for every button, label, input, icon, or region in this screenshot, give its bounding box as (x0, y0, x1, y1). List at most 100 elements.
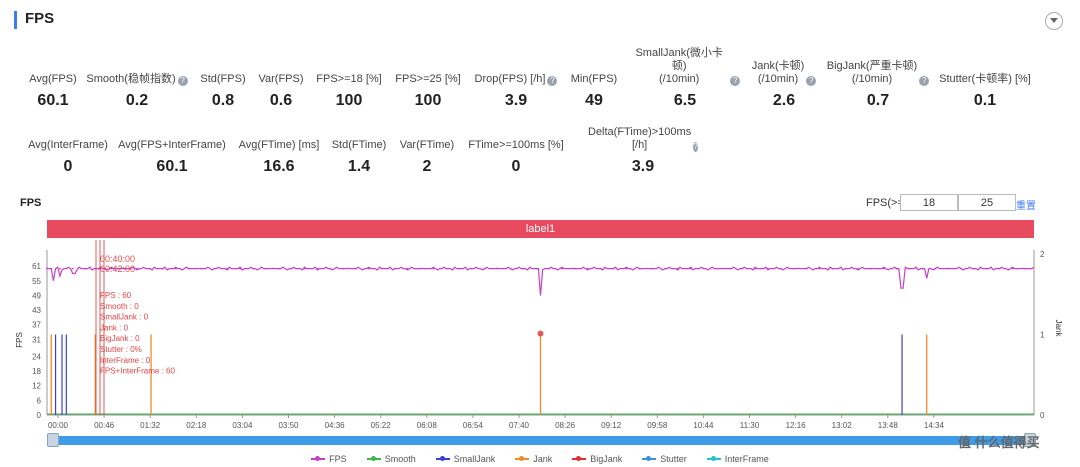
x-tick-label: 03:04 (232, 421, 253, 430)
stat-label: Avg(InterFrame) (28, 139, 108, 151)
fps-point (754, 267, 756, 270)
row1-stat-2: Std(FPS) 0.8 (168, 58, 278, 110)
x-tick-label: 01:32 (140, 421, 161, 430)
fps-point (857, 267, 859, 270)
fps-point (818, 267, 821, 270)
legend-item-smooth[interactable]: Smooth (366, 452, 416, 466)
y-tick-label: 37 (32, 321, 41, 330)
fps-threshold-input-2[interactable] (958, 194, 1016, 211)
legend-item-fps[interactable]: FPS (311, 452, 347, 466)
tooltip-line: FPS+InterFrame : 60 (100, 367, 175, 376)
fps-point (689, 267, 692, 270)
x-tick-label: 05:22 (371, 421, 392, 430)
x-tick-label: 06:54 (463, 421, 484, 430)
fps-point (715, 267, 718, 270)
x-tick-label: 12:16 (786, 421, 807, 430)
stat-value: 0.6 (269, 92, 293, 109)
reset-link[interactable]: 重置 (1016, 201, 1036, 212)
scroll-handle-left[interactable] (47, 433, 59, 447)
y-tick-label: 24 (32, 352, 41, 361)
legend-label: FPS (329, 454, 347, 464)
help-icon[interactable]: ? (693, 142, 698, 152)
row1-stat-4: FPS>=18 [%] 100 (294, 58, 404, 110)
row1-stat-5: FPS>=25 [%] 100 (373, 58, 483, 110)
stat-label: Std(FTime) (331, 139, 387, 151)
fps-point (728, 267, 731, 270)
y-tick-label: 43 (32, 306, 41, 315)
y-tick-label: 55 (32, 277, 41, 286)
fps-point (316, 267, 319, 270)
legend-label: Smooth (384, 454, 416, 464)
fps-point (97, 267, 100, 270)
legend-item-stutter[interactable]: Stutter (642, 452, 687, 466)
fps-point (805, 267, 808, 270)
x-tick-label: 08:26 (555, 421, 576, 430)
legend-item-bigjank[interactable]: BigJank (572, 452, 622, 466)
row2-stat-6: Delta(FTime)>100ms [/h]? 3.9 (588, 124, 698, 176)
y-tick-label: 12 (32, 382, 41, 391)
tooltip-line: SmallJank : 0 (100, 313, 149, 322)
collapse-button[interactable] (1045, 12, 1063, 30)
fps-point (831, 267, 834, 270)
x-tick-label: 13:48 (878, 421, 899, 430)
legend-swatch (435, 456, 450, 461)
help-icon[interactable]: ? (919, 76, 930, 86)
fps-point (638, 267, 641, 270)
fps-point (741, 267, 744, 270)
fps-point (136, 267, 139, 270)
legend-item-smalljank[interactable]: SmallJank (435, 452, 495, 466)
x-tick-label: 14:34 (924, 421, 945, 430)
row1-stat-6: Drop(FPS) [/h]? 3.9 (461, 58, 571, 110)
fps-chart[interactable]: 0 6 12 18 24 31 37 43 49 55 61 0 1 2 FPS Jank 00:00 00:46… (0, 240, 1080, 435)
label-bar[interactable]: label1 (47, 220, 1034, 238)
help-icon[interactable]: ? (806, 76, 817, 86)
help-icon[interactable]: ? (730, 76, 740, 86)
fps-point (329, 267, 332, 270)
fps-point (1011, 267, 1014, 270)
fps-point (973, 267, 975, 270)
tooltip-line: Smooth : 0 (100, 302, 139, 311)
x-tick-label: 00:46 (94, 421, 115, 430)
stat-value: 0.1 (973, 92, 997, 109)
stat-label: Var(FTime) (399, 139, 455, 151)
fps-point (432, 267, 435, 270)
row2-stat-2: Avg(FTime) [ms] 16.6 (224, 124, 334, 176)
fps-point (561, 267, 563, 270)
y-axis-label: FPS (15, 332, 24, 348)
fps-point (406, 267, 409, 270)
scroll-handle-right[interactable] (1024, 433, 1036, 447)
x-tick-label: 02:18 (186, 421, 207, 430)
fps-point (84, 267, 87, 270)
fps-point (895, 267, 898, 270)
x-tick-label: 09:12 (601, 421, 622, 430)
fps-threshold-input-1[interactable] (900, 194, 958, 211)
fps-point (496, 267, 499, 270)
x-tick-label: 00:00 (48, 421, 69, 430)
stat-label: Stutter(卡顿率) [%] (939, 73, 1031, 85)
fps-point (483, 267, 486, 270)
stat-label: FPS>=18 [%] (316, 73, 382, 85)
help-icon[interactable]: ? (547, 76, 558, 86)
fps-point (921, 267, 924, 270)
fps-point (470, 267, 473, 270)
fps-point (380, 267, 383, 270)
y2-tick-label: 0 (1040, 411, 1045, 420)
row1-stat-11: Stutter(卡顿率) [%] 0.1 (930, 58, 1040, 110)
fps-point (290, 267, 293, 270)
fps-point (664, 267, 666, 270)
legend-swatch (642, 456, 657, 461)
legend-label: Jank (533, 454, 553, 464)
fps-point (213, 267, 216, 270)
legend-item-jank[interactable]: Jank (515, 452, 552, 466)
fps-point (792, 267, 795, 270)
y-tick-label: 6 (37, 396, 42, 405)
fps-point (599, 267, 602, 270)
legend-item-interframe[interactable]: InterFrame (706, 452, 769, 466)
stat-label: FPS>=25 [%] (395, 73, 461, 85)
stat-value: 60.1 (37, 92, 69, 109)
y2-axis-label: Jank (1054, 320, 1063, 338)
timeline-scrollbar[interactable] (47, 436, 1034, 445)
stat-label: Avg(FTime) [ms] (238, 139, 320, 151)
section-header: FPS (0, 0, 1080, 40)
help-icon[interactable]: ? (177, 76, 188, 86)
